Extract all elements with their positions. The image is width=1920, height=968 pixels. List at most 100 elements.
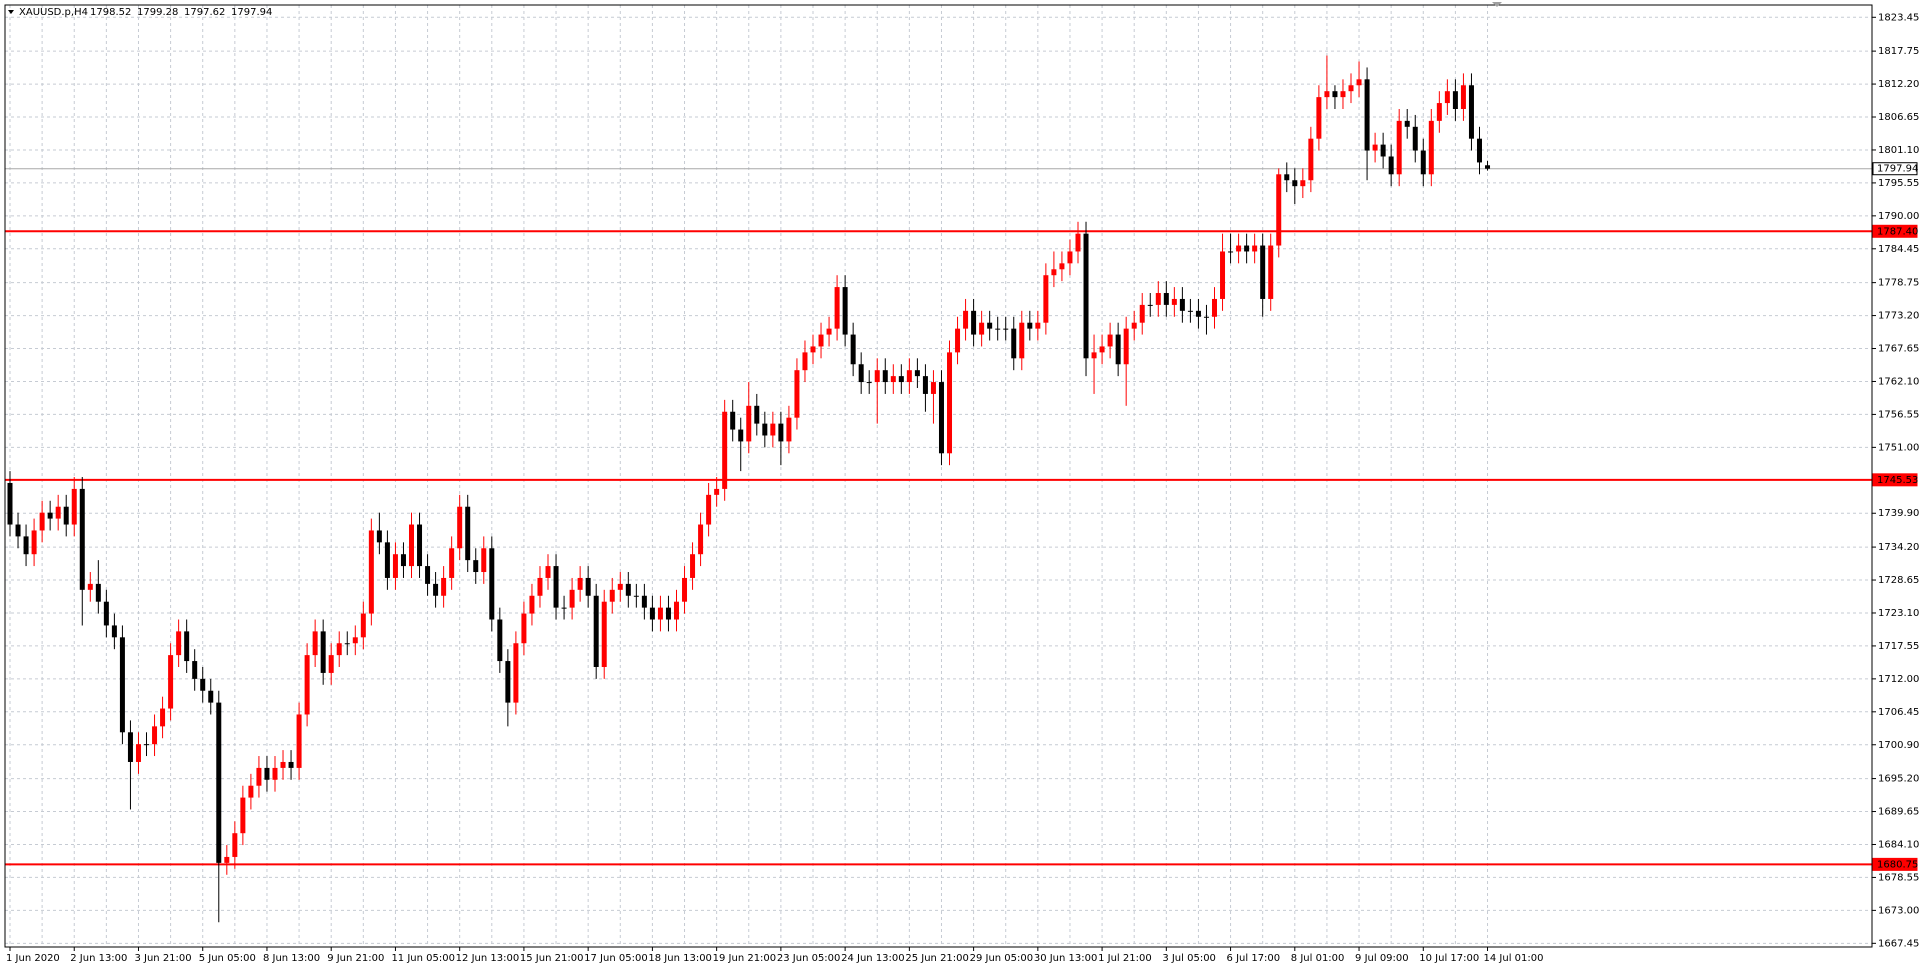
candle-body: [1412, 126, 1418, 151]
candle-body: [665, 607, 671, 620]
y-tick-label: 1673.00: [1878, 905, 1919, 916]
candle-body: [1195, 310, 1201, 317]
candle-body: [1428, 120, 1434, 175]
y-tick-label: 1684.10: [1878, 839, 1919, 850]
candle-body: [320, 631, 326, 673]
candle-body: [730, 411, 736, 430]
candle-body: [1163, 293, 1169, 305]
x-tick-label: 30 Jun 13:00: [1034, 953, 1098, 964]
candle-body: [682, 577, 688, 602]
x-tick-label: 14 Jul 01:00: [1484, 953, 1544, 964]
candle-body: [947, 352, 953, 454]
candle-body: [7, 482, 13, 525]
candle-body: [762, 423, 768, 436]
candle-body: [1332, 91, 1338, 98]
candle-body: [1485, 165, 1491, 169]
y-tick-label: 1756.55: [1878, 409, 1919, 420]
x-tick-label: 1 Jul 21:00: [1098, 953, 1152, 964]
candle-body: [545, 566, 551, 578]
candle-body: [457, 506, 463, 549]
candle-body: [1308, 138, 1314, 181]
y-tick-label: 1762.10: [1878, 376, 1919, 387]
candle-body: [328, 655, 334, 673]
candle-body: [135, 744, 141, 762]
x-tick-label: 9 Jun 21:00: [327, 953, 384, 964]
levels: [5, 168, 1872, 866]
candle-body: [1155, 293, 1161, 305]
candle-body: [392, 554, 398, 578]
candle-body: [714, 488, 720, 495]
candle-body: [585, 577, 591, 596]
candle-body: [1115, 334, 1121, 365]
candle-body: [1147, 304, 1153, 306]
candle-body: [1019, 322, 1025, 359]
candle-body: [1171, 298, 1177, 305]
candle-body: [1220, 251, 1226, 299]
x-tick-label: 15 Jun 21:00: [520, 953, 584, 964]
candle-body: [15, 524, 21, 537]
candle-body: [216, 702, 222, 863]
candle-body: [553, 566, 559, 608]
y-tick-label: 1784.45: [1878, 244, 1919, 255]
candle-body: [119, 637, 125, 733]
candle-body: [360, 613, 366, 638]
symbol-label: XAUUSD.p,H4: [19, 7, 88, 18]
candle-body: [336, 643, 342, 656]
y-tick-label: 1667.45: [1878, 938, 1919, 949]
candle-body: [176, 631, 182, 656]
candle-body: [577, 577, 583, 590]
x-tick-label: 18 Jun 13:00: [648, 953, 712, 964]
x-tick-label: 24 Jun 13:00: [841, 953, 905, 964]
candle-body: [400, 554, 406, 567]
plot-frame: [4, 4, 1873, 948]
candle-body: [625, 583, 631, 596]
candle-body: [1396, 120, 1402, 175]
price-level-tag: 1745.53: [1872, 473, 1918, 487]
candle-body: [95, 583, 101, 602]
y-tick-label: 1739.90: [1878, 508, 1919, 519]
candle-body: [874, 370, 880, 383]
candle-body: [23, 536, 29, 555]
candle-body: [489, 548, 495, 620]
y-tick-label: 1751.00: [1878, 442, 1919, 453]
x-tick-label: 3 Jun 21:00: [134, 953, 191, 964]
x-tick-label: 11 Jun 05:00: [391, 953, 455, 964]
candle-body: [955, 328, 961, 353]
candle-body: [746, 405, 752, 442]
candle-body: [1284, 174, 1290, 181]
candle-body: [505, 661, 511, 703]
candle-body: [866, 382, 872, 384]
candle-body: [465, 506, 471, 561]
candle-body: [649, 607, 655, 620]
candle-body: [1252, 245, 1258, 252]
y-tick-label: 1795.55: [1878, 178, 1919, 189]
candle-body: [617, 583, 623, 590]
x-tick-label: 9 Jul 09:00: [1355, 953, 1409, 964]
y-tick-label: 1689.65: [1878, 807, 1919, 818]
x-tick-label: 2 Jun 13:00: [70, 953, 127, 964]
candle-body: [834, 287, 840, 329]
candle-body: [1404, 120, 1410, 127]
candle-body: [1091, 352, 1097, 359]
candle-body: [296, 714, 302, 768]
candle-body: [232, 833, 238, 857]
axes: 1823.45 1817.75 1812.20 1806.65 1801.10 1795.…: [6, 12, 1919, 964]
header-open: 1798.52: [90, 7, 131, 18]
candle-body: [794, 370, 800, 418]
candle-body: [1139, 304, 1145, 323]
candle-body: [200, 678, 206, 691]
x-tick-label: 8 Jun 13:00: [263, 953, 320, 964]
header-arrow: [8, 10, 14, 14]
candle-body: [103, 601, 109, 626]
candle-body: [882, 370, 888, 383]
candle-body: [1179, 298, 1185, 311]
candle-body: [1236, 245, 1242, 252]
y-tick-label: 1695.20: [1878, 774, 1919, 785]
candle-body: [168, 655, 174, 709]
candle-body: [192, 661, 198, 679]
candle-body: [1027, 322, 1033, 329]
candle-body: [417, 524, 423, 567]
candle-body: [152, 726, 158, 745]
